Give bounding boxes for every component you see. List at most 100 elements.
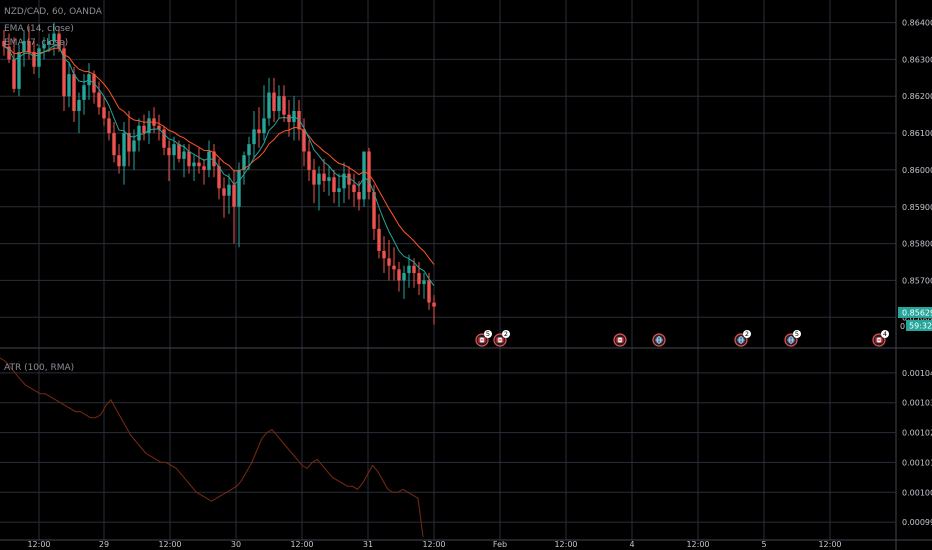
price-tick-label: 0.86000 bbox=[902, 166, 932, 175]
candle-body bbox=[382, 250, 386, 259]
candle-body bbox=[267, 92, 271, 119]
candle-body bbox=[37, 48, 41, 67]
candle-body bbox=[32, 52, 36, 67]
flag-band-left bbox=[478, 337, 481, 343]
time-axis[interactable]: 12:00 29 12:00 30 12:00 31 12:00 Feb 12:00 4 12:00… bbox=[27, 540, 841, 549]
time-tick-label: Feb bbox=[493, 540, 507, 549]
flag-band-left bbox=[875, 337, 878, 343]
candle-body bbox=[107, 118, 111, 134]
candle-body bbox=[187, 151, 191, 167]
flag-band-right bbox=[621, 337, 624, 343]
candle-body bbox=[412, 265, 416, 274]
flag-leaf bbox=[878, 339, 880, 341]
ema-slow-legend[interactable]: EMA (14, close) bbox=[4, 24, 74, 34]
time-tick-label: 12:00 bbox=[422, 540, 445, 549]
candle-body bbox=[67, 74, 71, 97]
candle-body bbox=[182, 151, 186, 159]
candle-body bbox=[47, 40, 51, 45]
candle-body bbox=[342, 173, 346, 189]
candle-body bbox=[232, 184, 236, 207]
price-tick-label: 0.85700 bbox=[902, 276, 932, 285]
event-count-badge bbox=[502, 330, 510, 338]
last-price-value: 0.85629 bbox=[902, 309, 932, 318]
candle-body bbox=[217, 166, 221, 189]
time-tick-label: 29 bbox=[99, 540, 109, 549]
canada-flag-icon[interactable]: 5 bbox=[475, 330, 492, 347]
atr-tick-label: 0.00099 bbox=[902, 518, 932, 527]
countdown-tag-bg bbox=[906, 320, 932, 331]
candle-body bbox=[367, 151, 371, 193]
candle-body bbox=[312, 169, 316, 185]
candle-body bbox=[202, 166, 206, 170]
candle-body bbox=[377, 228, 381, 251]
ema-lines bbox=[3, 44, 435, 287]
candle-body bbox=[2, 40, 6, 47]
price-axis[interactable]: 0.86400 0.86300 0.86200 0.86100 0.86000 0.859… bbox=[902, 19, 932, 323]
time-tick-label: 31 bbox=[363, 540, 373, 549]
candle-body bbox=[197, 162, 201, 167]
price-tick-label: 0.86200 bbox=[902, 92, 932, 101]
time-tick-label: 5 bbox=[761, 540, 766, 549]
flag-band-left bbox=[616, 337, 619, 343]
event-markers[interactable]: 5 2 2 5 4 bbox=[475, 330, 889, 347]
candle-body bbox=[222, 188, 226, 196]
candle-body bbox=[142, 125, 146, 134]
candle-body bbox=[262, 118, 266, 134]
atr-series bbox=[0, 357, 424, 538]
candle-body bbox=[172, 144, 176, 156]
price-tick-label: 0.86100 bbox=[902, 129, 932, 138]
candle-body bbox=[407, 265, 411, 274]
time-tick-label: 12:00 bbox=[158, 540, 181, 549]
atr-axis[interactable]: 0.00104 0.00103 0.00102 0.00101 0.00100 0.000… bbox=[902, 369, 932, 527]
canada-flag-icon[interactable] bbox=[613, 333, 627, 347]
canada-flag-icon[interactable]: 2 bbox=[493, 330, 510, 347]
atr-legend[interactable]: ATR (100, RMA) bbox=[4, 363, 74, 373]
globe-icon[interactable] bbox=[652, 333, 666, 347]
event-count-badge bbox=[881, 330, 889, 338]
event-count: 2 bbox=[504, 330, 508, 338]
candle-body bbox=[112, 133, 116, 156]
candle-body bbox=[387, 258, 391, 266]
event-count-badge bbox=[743, 330, 751, 338]
atr-tick-label: 0.00100 bbox=[902, 488, 932, 497]
candle-body bbox=[432, 302, 436, 307]
time-tick-label: 12:00 bbox=[686, 540, 709, 549]
candle-body bbox=[252, 129, 256, 145]
candle-body bbox=[127, 133, 131, 152]
candle-body bbox=[282, 96, 286, 115]
candle-body bbox=[17, 52, 21, 89]
event-count: 5 bbox=[795, 330, 799, 338]
candle-body bbox=[212, 151, 216, 167]
globe-icon[interactable]: 5 bbox=[784, 330, 801, 347]
ema-fast-legend[interactable]: EMA (7, close) bbox=[4, 38, 68, 48]
canada-flag-icon[interactable]: 4 bbox=[872, 330, 889, 347]
candle-body bbox=[52, 33, 56, 41]
flag-leaf bbox=[481, 339, 483, 341]
candle-body bbox=[362, 151, 366, 200]
flag-band-right bbox=[483, 337, 486, 343]
candle-body bbox=[117, 155, 121, 167]
candle-body bbox=[207, 151, 211, 170]
candle-body bbox=[192, 162, 196, 167]
last-price-tag: 0.85629 0 59:32 bbox=[898, 307, 932, 331]
candle-body bbox=[27, 40, 31, 53]
candle-body bbox=[97, 92, 101, 108]
event-count-badge bbox=[793, 330, 801, 338]
time-tick-label: 12:00 bbox=[290, 540, 313, 549]
globe-icon[interactable]: 2 bbox=[734, 330, 751, 347]
candle-body bbox=[302, 129, 306, 152]
candle-body bbox=[317, 173, 321, 185]
candle-body bbox=[82, 85, 86, 100]
time-tick-label: 4 bbox=[629, 540, 634, 549]
candle-body bbox=[77, 99, 81, 111]
atr-tick-label: 0.00103 bbox=[902, 399, 932, 408]
candle-body bbox=[307, 151, 311, 170]
candle-body bbox=[137, 125, 141, 141]
flag-band-right bbox=[501, 337, 504, 343]
candle-body bbox=[177, 144, 181, 159]
flag-band-left bbox=[496, 337, 499, 343]
candle-body bbox=[372, 192, 376, 229]
candle-body bbox=[347, 173, 351, 185]
